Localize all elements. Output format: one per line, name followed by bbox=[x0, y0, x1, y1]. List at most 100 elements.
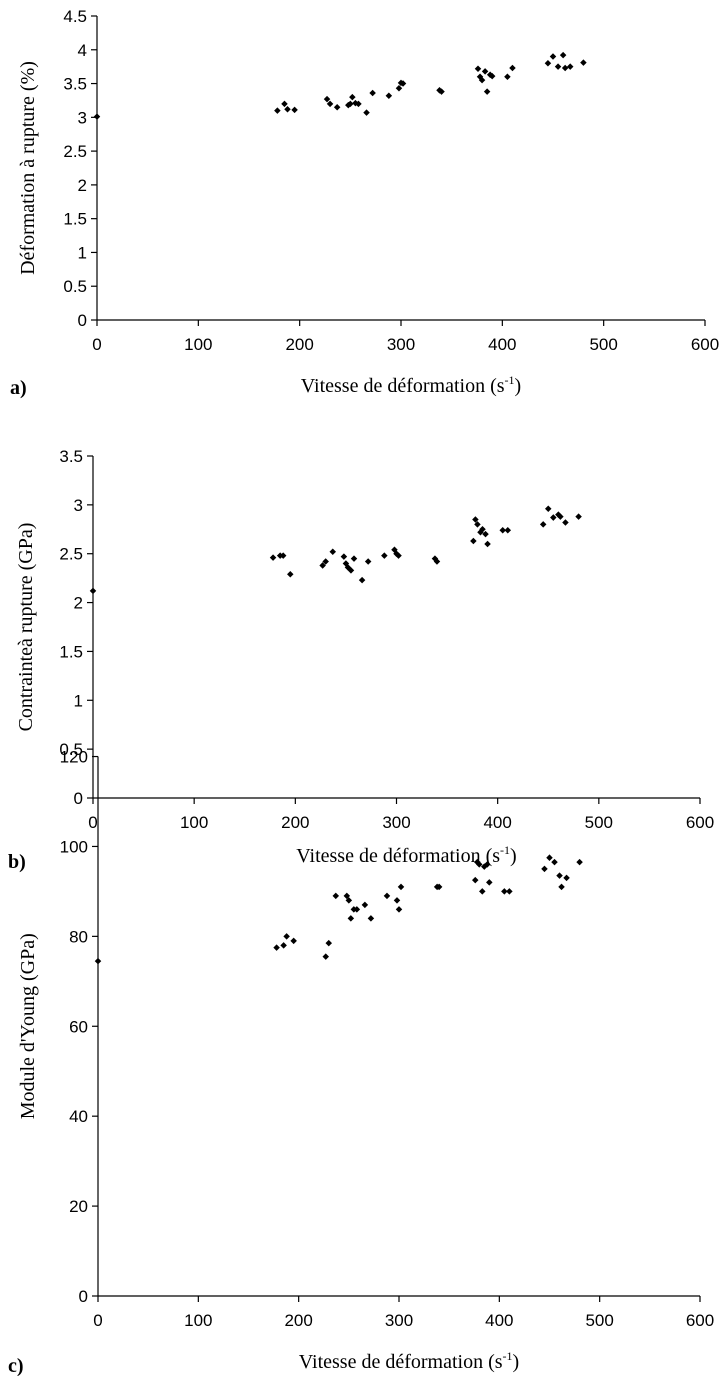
data-point bbox=[484, 861, 491, 868]
x-tick-label: 400 bbox=[488, 335, 516, 354]
x-tick-label: 100 bbox=[184, 335, 212, 354]
data-point bbox=[575, 513, 582, 520]
data-point bbox=[393, 897, 401, 904]
data-point bbox=[549, 53, 557, 60]
data-point bbox=[479, 888, 486, 895]
data-point bbox=[364, 558, 372, 565]
x-tick-label: 600 bbox=[686, 1311, 714, 1330]
y-tick-label: 3.5 bbox=[63, 75, 87, 94]
data-point bbox=[322, 953, 330, 960]
data-point bbox=[399, 80, 407, 87]
y-tick-label: 120 bbox=[60, 748, 88, 767]
y-tick-label: 3.5 bbox=[59, 447, 83, 466]
x-axis-title: Vitesse de déformation (s-1) bbox=[301, 373, 521, 397]
data-point bbox=[385, 92, 393, 99]
data-point bbox=[472, 876, 479, 884]
y-tick-label: 0.5 bbox=[59, 740, 83, 759]
data-point bbox=[474, 65, 482, 72]
y-tick-label: 0 bbox=[79, 1287, 88, 1306]
data-point bbox=[395, 85, 403, 92]
data-point bbox=[470, 537, 477, 545]
data-point bbox=[319, 562, 326, 569]
data-point bbox=[558, 883, 565, 891]
y-tick-label: 0.5 bbox=[63, 277, 87, 296]
data-point bbox=[269, 554, 277, 561]
data-point bbox=[322, 558, 329, 565]
data-point bbox=[291, 106, 298, 114]
x-tick-label: 0 bbox=[92, 335, 101, 354]
data-point bbox=[361, 901, 369, 909]
data-point bbox=[559, 51, 567, 59]
y-tick-label: 1 bbox=[74, 691, 83, 710]
data-point bbox=[479, 526, 486, 533]
data-point bbox=[509, 64, 516, 72]
data-point bbox=[325, 939, 333, 947]
data-point bbox=[369, 89, 376, 97]
y-tick-label: 2 bbox=[78, 176, 87, 195]
data-point bbox=[283, 933, 290, 940]
y-tick-label: 40 bbox=[69, 1107, 88, 1126]
x-tick-label: 100 bbox=[184, 1311, 212, 1330]
data-point bbox=[566, 63, 574, 70]
y-tick-label: 3 bbox=[74, 496, 83, 515]
data-point bbox=[563, 874, 570, 882]
chart-panel-a: 0 0.5 1 1.5 2 2.5 3 3.5 4 4.5 0 100 200 300 400 500 600 V… bbox=[10, 7, 719, 399]
data-point bbox=[284, 105, 291, 113]
data-point bbox=[486, 879, 493, 886]
x-axis-title: Vitesse de déformation (s-1) bbox=[299, 1349, 519, 1373]
data-point bbox=[350, 555, 358, 562]
x-tick-label: 500 bbox=[589, 335, 617, 354]
data-point bbox=[280, 942, 287, 949]
y-tick-label: 1.5 bbox=[63, 210, 87, 229]
y-tick-label: 0 bbox=[78, 311, 87, 330]
y-tick-label: 20 bbox=[69, 1197, 88, 1216]
data-point bbox=[332, 892, 340, 900]
data-point bbox=[482, 530, 489, 538]
x-tick-label: 600 bbox=[686, 813, 714, 832]
data-point bbox=[562, 519, 569, 526]
data-point bbox=[347, 915, 355, 922]
data-point bbox=[504, 73, 511, 81]
data-point bbox=[433, 558, 441, 565]
data-point bbox=[287, 570, 294, 578]
data-point bbox=[541, 865, 548, 873]
y-tick-label: 4 bbox=[78, 41, 87, 60]
data-point bbox=[472, 516, 479, 523]
x-tick-label: 200 bbox=[285, 335, 313, 354]
x-tick-label: 200 bbox=[281, 813, 309, 832]
data-point bbox=[274, 107, 281, 114]
x-tick-label: 600 bbox=[691, 335, 719, 354]
y-axis-title: Contrainteà rupture (GPa) bbox=[15, 523, 37, 732]
data-point bbox=[478, 76, 486, 84]
data-point bbox=[355, 100, 362, 108]
data-point bbox=[499, 527, 506, 534]
data-point bbox=[395, 552, 402, 559]
data-point bbox=[556, 872, 563, 879]
x-tick-label: 300 bbox=[387, 335, 415, 354]
data-point bbox=[89, 587, 97, 595]
data-point bbox=[281, 100, 288, 108]
y-tick-label: 0 bbox=[74, 789, 83, 808]
data-point bbox=[544, 60, 552, 67]
x-tick-label: 300 bbox=[382, 813, 410, 832]
data-point bbox=[383, 892, 391, 900]
data-point bbox=[349, 93, 356, 101]
x-tick-label: 0 bbox=[88, 813, 97, 832]
y-tick-label: 4.5 bbox=[63, 7, 87, 26]
x-tick-label: 400 bbox=[483, 813, 511, 832]
data-point bbox=[345, 897, 353, 904]
data-point bbox=[539, 521, 547, 528]
data-point bbox=[504, 527, 512, 534]
data-point bbox=[358, 576, 366, 584]
chart-panel-b: 00.511.522.533.50 100 200 300 400 500 600Vites… bbox=[8, 447, 714, 873]
data-point bbox=[476, 861, 483, 868]
data-point bbox=[381, 552, 388, 559]
data-point bbox=[329, 548, 337, 556]
data-point bbox=[435, 883, 443, 891]
data-point bbox=[551, 858, 558, 866]
data-point bbox=[279, 552, 287, 559]
data-point bbox=[395, 906, 403, 913]
data-point bbox=[397, 883, 405, 891]
data-point bbox=[501, 888, 508, 895]
